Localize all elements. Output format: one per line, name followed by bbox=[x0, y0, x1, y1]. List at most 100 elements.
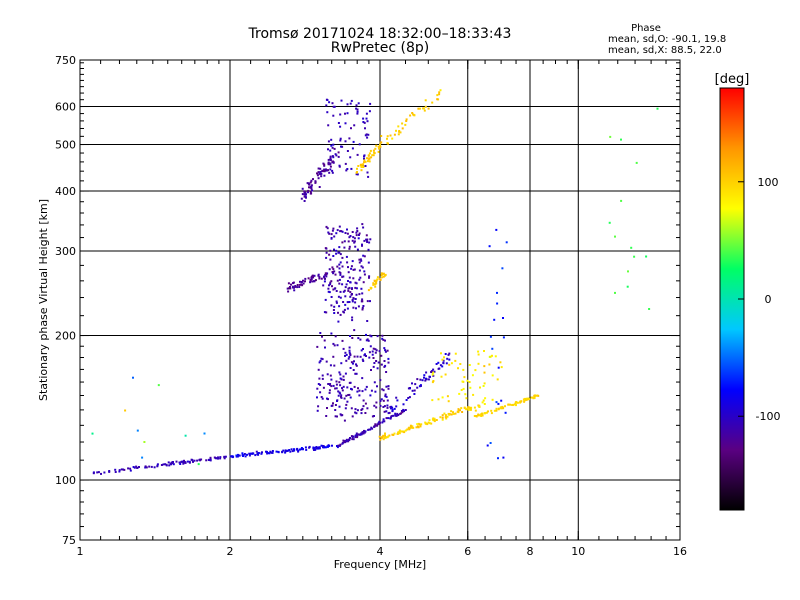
data-point bbox=[363, 270, 366, 273]
data-point bbox=[329, 149, 332, 152]
data-point bbox=[339, 377, 342, 380]
data-point bbox=[372, 347, 375, 350]
data-point bbox=[398, 130, 401, 132]
data-point bbox=[334, 404, 337, 406]
data-point bbox=[193, 459, 196, 462]
data-point bbox=[443, 356, 445, 359]
data-point bbox=[346, 112, 349, 115]
data-point bbox=[515, 404, 517, 407]
data-point bbox=[302, 282, 305, 285]
data-point bbox=[356, 355, 359, 358]
data-point bbox=[321, 374, 324, 377]
data-point bbox=[362, 166, 365, 168]
x-tick-label: 2 bbox=[227, 545, 234, 558]
data-point bbox=[323, 339, 326, 342]
data-point bbox=[322, 446, 325, 449]
data-point bbox=[339, 125, 342, 128]
data-point bbox=[645, 255, 648, 258]
data-point bbox=[416, 378, 419, 381]
data-point bbox=[347, 266, 349, 269]
data-point bbox=[450, 413, 453, 416]
data-point bbox=[325, 247, 328, 250]
data-point bbox=[418, 107, 421, 110]
data-point bbox=[635, 161, 638, 164]
data-point bbox=[386, 349, 389, 352]
data-point bbox=[317, 273, 320, 276]
data-point bbox=[348, 236, 351, 239]
data-point bbox=[319, 173, 322, 176]
data-point bbox=[633, 255, 636, 258]
data-point bbox=[339, 139, 342, 142]
data-point bbox=[457, 408, 460, 411]
data-point bbox=[400, 412, 402, 415]
data-point bbox=[376, 278, 379, 281]
data-point bbox=[428, 419, 431, 422]
data-point bbox=[372, 154, 375, 157]
data-point bbox=[491, 347, 494, 350]
data-point bbox=[464, 393, 467, 396]
data-point bbox=[352, 236, 355, 239]
data-point bbox=[364, 430, 367, 433]
data-point bbox=[355, 307, 357, 310]
data-point bbox=[348, 438, 350, 441]
chart-subtitle: RwPretec (8p) bbox=[330, 40, 430, 56]
data-point bbox=[428, 375, 431, 378]
data-point bbox=[341, 442, 344, 445]
data-point bbox=[342, 385, 345, 388]
data-point bbox=[319, 391, 322, 394]
data-point bbox=[322, 170, 325, 173]
x-tick-label: 10 bbox=[571, 545, 585, 558]
data-point bbox=[339, 384, 342, 387]
data-point bbox=[497, 407, 500, 410]
data-point bbox=[630, 246, 633, 249]
data-point bbox=[337, 295, 340, 298]
data-point bbox=[343, 289, 346, 292]
data-point bbox=[419, 425, 422, 428]
data-point bbox=[323, 168, 326, 171]
data-point bbox=[483, 350, 485, 352]
data-point bbox=[387, 417, 390, 420]
data-point bbox=[352, 140, 355, 143]
data-point bbox=[360, 287, 363, 290]
data-point bbox=[367, 175, 370, 178]
data-point bbox=[310, 186, 313, 188]
data-point bbox=[235, 455, 238, 458]
data-point bbox=[360, 349, 363, 352]
data-point bbox=[338, 164, 341, 167]
data-point bbox=[316, 387, 319, 390]
data-point bbox=[335, 252, 338, 255]
data-point bbox=[248, 452, 251, 455]
data-point bbox=[341, 256, 344, 259]
data-point bbox=[362, 305, 365, 307]
data-point bbox=[450, 362, 453, 365]
data-point bbox=[422, 107, 425, 110]
x-tick-label: 8 bbox=[527, 545, 534, 558]
data-point bbox=[387, 387, 390, 390]
data-point bbox=[307, 191, 309, 194]
data-point bbox=[460, 407, 463, 410]
data-point bbox=[505, 241, 508, 244]
data-point bbox=[417, 107, 420, 110]
data-point bbox=[445, 362, 448, 365]
data-point bbox=[335, 383, 338, 386]
data-point bbox=[335, 232, 338, 235]
data-point bbox=[318, 361, 321, 364]
data-point bbox=[386, 135, 389, 138]
data-point bbox=[354, 301, 357, 304]
data-point bbox=[338, 246, 341, 249]
data-point bbox=[339, 261, 342, 264]
data-point bbox=[301, 193, 304, 196]
data-point bbox=[316, 446, 319, 449]
data-point bbox=[344, 140, 347, 143]
data-point bbox=[179, 463, 182, 465]
data-point bbox=[337, 320, 340, 323]
data-point bbox=[366, 157, 368, 160]
data-point bbox=[183, 459, 185, 462]
data-point bbox=[318, 446, 321, 449]
data-point bbox=[328, 101, 331, 104]
data-point bbox=[313, 449, 315, 451]
data-point bbox=[361, 390, 364, 393]
data-point bbox=[318, 186, 321, 188]
data-point bbox=[374, 351, 377, 354]
data-point bbox=[350, 435, 353, 438]
